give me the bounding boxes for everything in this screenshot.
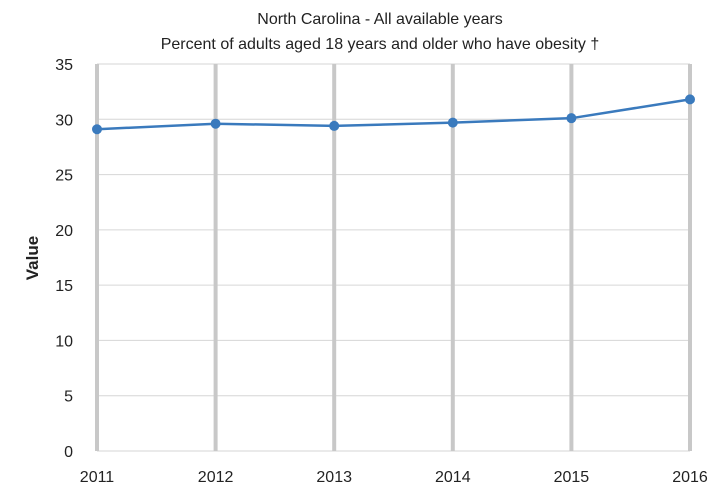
x-tick-label: 2011	[80, 469, 115, 486]
y-tick-label: 35	[55, 57, 73, 74]
data-point[interactable]	[566, 113, 577, 124]
series-layer	[92, 94, 695, 135]
y-tick-label: 5	[64, 389, 73, 406]
y-tick-label: 25	[55, 168, 73, 185]
x-tick-label: 2013	[316, 469, 352, 486]
y-axis-title: Value	[23, 236, 42, 280]
grid	[95, 63, 692, 452]
x-tick-label: 2016	[672, 469, 708, 486]
data-point[interactable]	[447, 117, 458, 128]
data-point[interactable]	[685, 94, 695, 105]
y-tick-label: 0	[64, 444, 73, 461]
y-tick-label: 20	[55, 223, 73, 240]
y-tick-label: 30	[55, 112, 73, 129]
y-tick-label: 15	[55, 278, 73, 295]
data-point[interactable]	[210, 118, 221, 129]
data-point[interactable]	[329, 120, 340, 131]
x-tick-label: 2012	[198, 469, 234, 486]
series-line	[96, 98, 691, 131]
chart-subtitle: Percent of adults aged 18 years and olde…	[161, 36, 600, 53]
x-tick-label: 2014	[435, 469, 471, 486]
y-tick-label: 10	[55, 333, 73, 350]
data-point[interactable]	[92, 124, 102, 135]
x-tick-label: 2015	[554, 469, 590, 486]
tick-labels: 0 5 10 15 20 25 30 35 2011 2012 2013 2014 2015 2016	[55, 57, 708, 486]
chart-title: North Carolina - All available years	[257, 11, 502, 28]
